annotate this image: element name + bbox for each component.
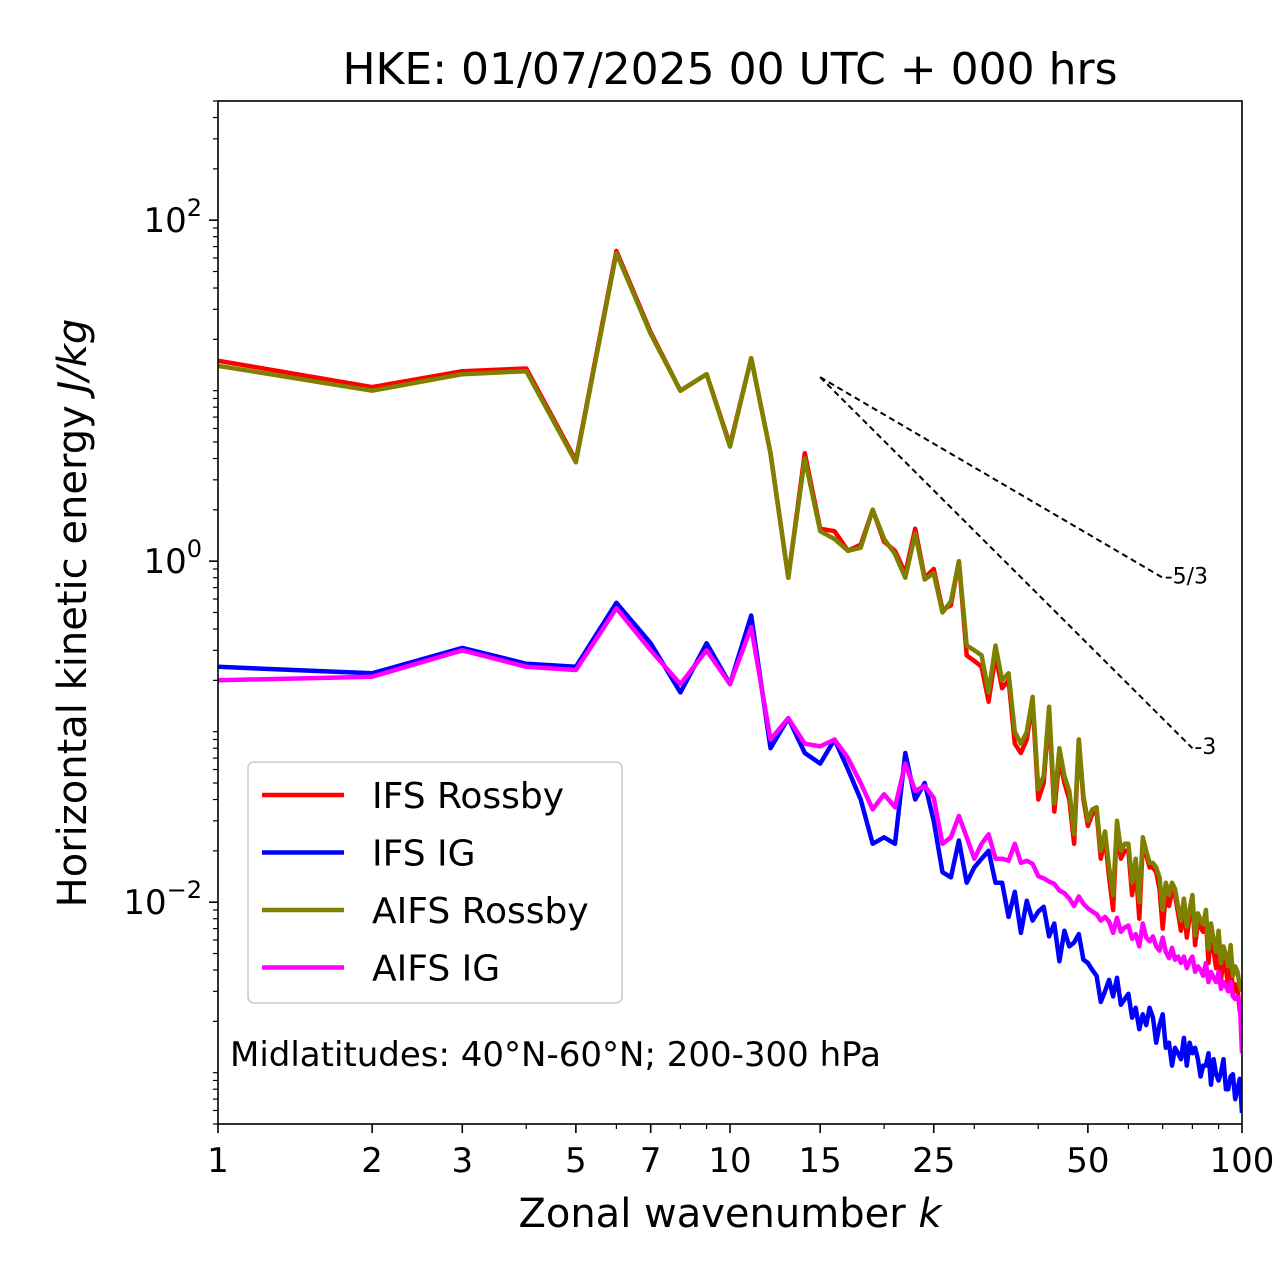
legend-label: IFS Rossby bbox=[372, 776, 564, 817]
reference-slope-line bbox=[819, 376, 1164, 579]
y-tick-label: 102 bbox=[143, 194, 202, 241]
x-tick-label: 1 bbox=[207, 1141, 229, 1181]
x-tick-label: 25 bbox=[912, 1141, 955, 1181]
chart-title: HKE: 01/07/2025 00 UTC + 000 hrs bbox=[342, 44, 1117, 95]
region-annotation: Midlatitudes: 40°N-60°N; 200-300 hPa bbox=[230, 1035, 881, 1075]
series-line-ifs-ig bbox=[218, 600, 1242, 1114]
y-axis-label: Horizontal kinetic energy J/kg bbox=[50, 319, 96, 908]
reference-slope-line bbox=[819, 376, 1194, 749]
y-tick-label: 10−2 bbox=[123, 876, 202, 923]
reference-slope-label: -5/3 bbox=[1165, 565, 1208, 590]
reference-slopes: -5/3 -3 bbox=[819, 376, 1216, 760]
series-layer bbox=[218, 248, 1242, 1114]
x-tick-label: 50 bbox=[1066, 1141, 1109, 1181]
y-axis-ticks: 102 100 10−2 bbox=[123, 100, 218, 1125]
x-tick-label: 2 bbox=[361, 1141, 383, 1181]
x-axis-label: Zonal wavenumber k bbox=[518, 1191, 943, 1237]
reference-slope-label: -3 bbox=[1194, 735, 1216, 760]
legend-box bbox=[247, 761, 623, 1004]
legend-label: AIFS IG bbox=[372, 949, 500, 990]
series-line-aifs-rossby bbox=[218, 250, 1242, 993]
y-tick-label: 100 bbox=[143, 535, 202, 582]
plot-frame bbox=[217, 100, 1243, 1125]
x-tick-label: 7 bbox=[640, 1141, 662, 1181]
legend-label: AIFS Rossby bbox=[372, 891, 589, 932]
legend-label: IFS IG bbox=[372, 834, 476, 875]
series-line-aifs-ig bbox=[218, 605, 1242, 1054]
legend: IFS Rossby IFS IG AIFS Rossby AIFS IG bbox=[247, 761, 623, 1004]
x-tick-label: 10 bbox=[708, 1141, 751, 1181]
x-tick-label: 3 bbox=[451, 1141, 473, 1181]
x-axis-ticks: 1 2 3 5 7 10 15 25 50 100 bbox=[207, 1124, 1274, 1181]
x-tick-label: 15 bbox=[799, 1141, 842, 1181]
x-tick-label: 5 bbox=[565, 1141, 587, 1181]
x-tick-label: 100 bbox=[1210, 1141, 1275, 1181]
